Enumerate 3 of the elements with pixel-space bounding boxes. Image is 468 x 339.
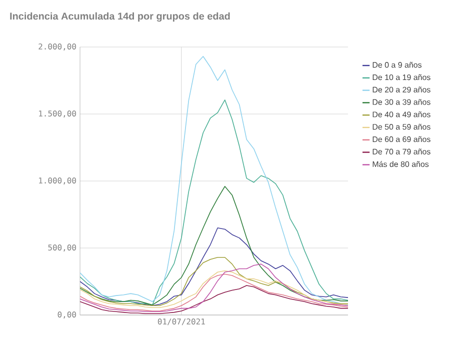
line-series <box>80 186 348 306</box>
chart-title: Incidencia Acumulada 14d por grupos de edad <box>10 12 230 22</box>
line-series <box>80 100 348 306</box>
